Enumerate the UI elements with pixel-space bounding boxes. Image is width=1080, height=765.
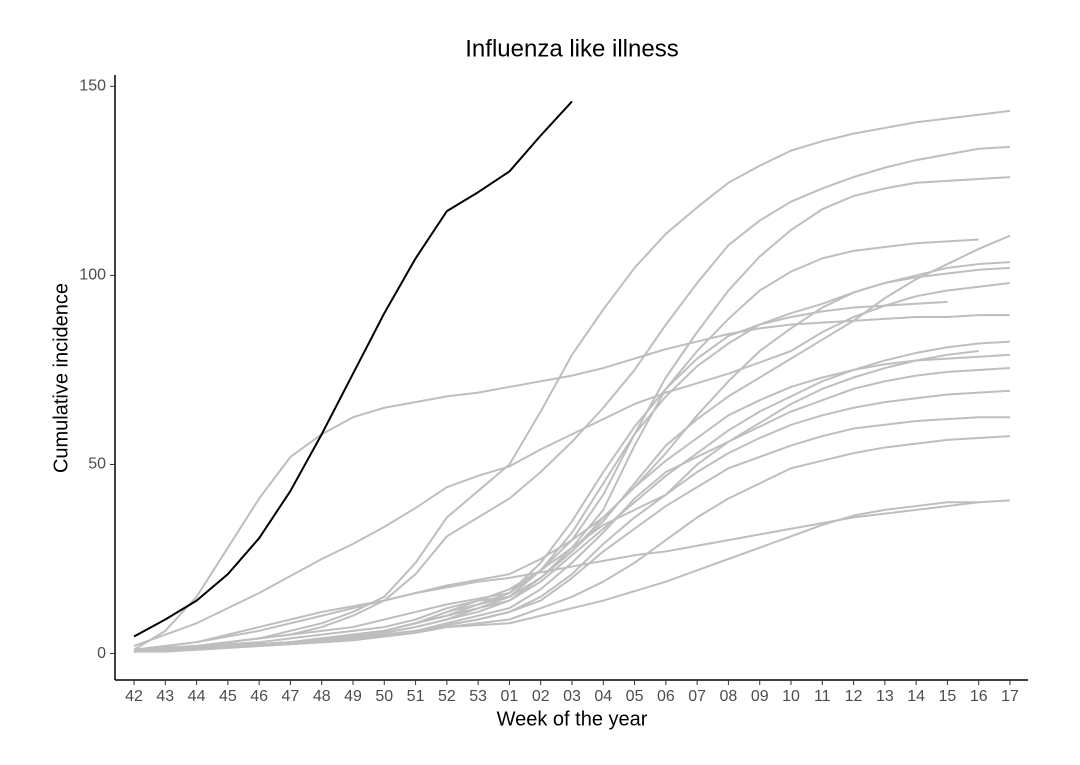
series-line <box>133 300 948 651</box>
x-tick-label: 07 <box>688 688 706 705</box>
x-tick-label: 03 <box>563 688 581 705</box>
x-tick-label: 53 <box>469 688 487 705</box>
x-tick-label: 49 <box>344 688 362 705</box>
y-tick-label: 0 <box>97 645 106 662</box>
x-tick-label: 13 <box>876 688 894 705</box>
series-line <box>133 314 1010 651</box>
x-tick-label: 16 <box>970 688 988 705</box>
series-line <box>133 281 1011 647</box>
x-tick-label: 44 <box>188 688 206 705</box>
x-tick-label: 45 <box>219 688 237 705</box>
x-tick-label: 51 <box>407 688 425 705</box>
x-tick-label: 02 <box>532 688 550 705</box>
x-tick-label: 04 <box>594 688 612 705</box>
y-tick-label: 150 <box>79 78 106 95</box>
x-tick-label: 05 <box>626 688 644 705</box>
series-line <box>133 340 1011 653</box>
x-tick-label: 42 <box>125 688 143 705</box>
series-line <box>133 266 1011 653</box>
x-tick-label: 10 <box>782 688 800 705</box>
series-line <box>133 109 1011 651</box>
y-tick-label: 50 <box>88 456 106 473</box>
x-tick-label: 52 <box>438 688 456 705</box>
x-tick-label: 14 <box>907 688 925 705</box>
chart-title: Influenza like illness <box>465 35 678 62</box>
series-line <box>133 350 979 653</box>
x-tick-label: 08 <box>720 688 738 705</box>
x-tick-label: 17 <box>1001 688 1019 705</box>
y-tick-label: 100 <box>79 267 106 284</box>
series-line <box>133 416 1010 653</box>
series-line <box>134 499 1011 653</box>
x-tick-label: 50 <box>375 688 393 705</box>
x-tick-label: 12 <box>845 688 863 705</box>
x-tick-label: 47 <box>282 688 300 705</box>
series-line <box>133 353 1011 651</box>
x-axis-title: Week of the year <box>497 708 648 730</box>
x-tick-label: 01 <box>501 688 519 705</box>
x-tick-label: 15 <box>939 688 957 705</box>
x-tick-label: 48 <box>313 688 331 705</box>
x-tick-label: 43 <box>156 688 174 705</box>
x-tick-label: 06 <box>657 688 675 705</box>
series-line <box>133 501 979 651</box>
series-line <box>133 100 573 638</box>
x-tick-label: 46 <box>250 688 268 705</box>
y-axis-title: Cumulative incidence <box>50 283 72 473</box>
x-tick-label: 09 <box>751 688 769 705</box>
series-line <box>133 261 1011 651</box>
series-line <box>133 435 1011 653</box>
x-tick-label: 11 <box>814 688 831 705</box>
